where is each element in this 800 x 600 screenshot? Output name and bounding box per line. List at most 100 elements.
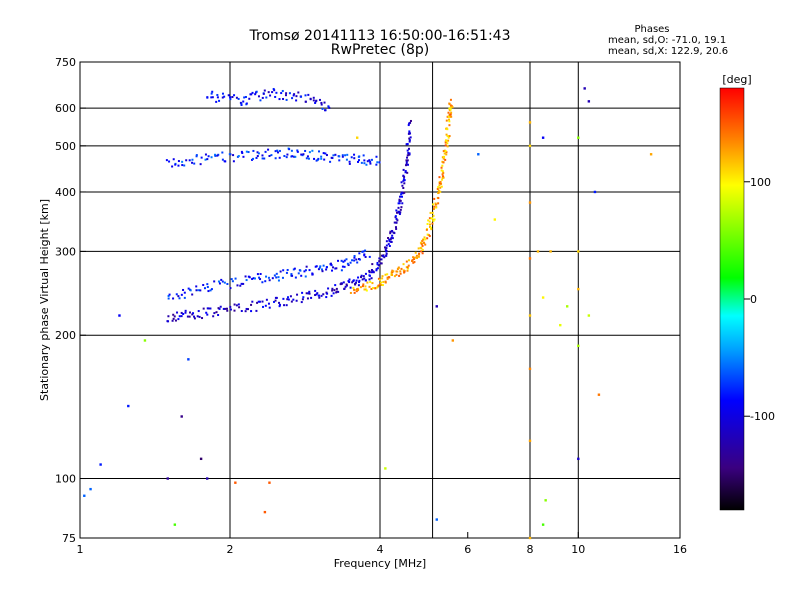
trace-point (167, 297, 170, 300)
trace-point (180, 315, 183, 318)
trace-point (320, 155, 323, 158)
trace-point (264, 304, 267, 307)
trace-point (315, 265, 318, 268)
trace-point (389, 238, 392, 241)
trace-point (341, 154, 344, 157)
trace-point (405, 164, 408, 167)
scatter-point (180, 415, 183, 418)
trace-point (357, 284, 360, 287)
scatter-point (187, 358, 190, 361)
trace-point (366, 160, 369, 163)
trace-point (426, 237, 429, 240)
trace-point (447, 115, 450, 118)
trace-point (334, 284, 337, 287)
scatter-point (549, 250, 552, 253)
trace-point (346, 153, 349, 156)
trace-point (273, 274, 276, 277)
trace-point (181, 164, 184, 167)
trace-point (268, 306, 271, 309)
trace-point (441, 173, 444, 176)
trace-point (217, 314, 220, 317)
trace-point (240, 102, 243, 105)
trace-point (404, 171, 407, 174)
scatter-point (199, 457, 203, 461)
trace-point (214, 153, 217, 156)
trace-point (261, 154, 264, 157)
trace-point (240, 150, 243, 153)
trace-point (186, 315, 189, 318)
trace-point (320, 294, 323, 297)
trace-points (165, 87, 454, 323)
trace-point (294, 155, 297, 158)
trace-point (408, 137, 411, 140)
trace-point (261, 157, 264, 160)
stats-line-x: mean, sd,X: 122.9, 20.6 (608, 46, 728, 57)
trace-point (444, 141, 447, 144)
trace-point (291, 97, 294, 100)
trace-point (423, 236, 426, 239)
trace-point (445, 133, 448, 136)
scatter-point (263, 510, 267, 514)
trace-point (384, 273, 387, 276)
trace-point (320, 157, 323, 160)
scatter-point (536, 250, 540, 253)
trace-point (172, 317, 175, 320)
trace-point (305, 292, 308, 295)
trace-point (384, 248, 387, 251)
y-tick-label: 100 (55, 473, 76, 486)
trace-point (353, 256, 356, 259)
trace-point (369, 162, 372, 165)
trace-point (300, 301, 303, 304)
trace-point (198, 315, 201, 318)
trace-point (432, 219, 435, 222)
trace-point (261, 300, 264, 303)
scatter-point (118, 314, 121, 317)
trace-point (440, 185, 443, 188)
trace-point (368, 255, 371, 258)
trace-point (227, 94, 230, 97)
trace-point (408, 132, 411, 135)
trace-point (233, 94, 236, 97)
trace-point (305, 265, 308, 268)
trace-point (407, 267, 410, 270)
trace-point (403, 182, 406, 185)
trace-point (197, 310, 200, 313)
trace-point (299, 95, 302, 98)
trace-point (387, 243, 390, 246)
trace-point (184, 311, 187, 314)
trace-point (371, 271, 374, 274)
trace-point (381, 275, 384, 278)
scatter-point (143, 339, 147, 342)
trace-point (343, 265, 346, 268)
trace-point (409, 119, 412, 122)
trace-point (250, 303, 253, 306)
trace-point (413, 260, 416, 263)
trace-point (399, 211, 402, 214)
trace-point (330, 156, 333, 159)
trace-point (202, 307, 205, 310)
scatter-point (83, 494, 86, 497)
trace-point (420, 250, 423, 253)
trace-point (319, 265, 322, 268)
trace-point (273, 300, 276, 303)
trace-point (302, 296, 305, 299)
trace-point (361, 285, 364, 288)
trace-point (345, 258, 348, 261)
trace-point (396, 219, 399, 222)
trace-point (280, 92, 283, 95)
trace-point (441, 176, 444, 179)
trace-point (181, 160, 184, 163)
trace-point (378, 260, 381, 263)
trace-point (318, 150, 321, 153)
trace-point (199, 163, 202, 166)
trace-point (275, 296, 278, 299)
trace-point (357, 289, 360, 292)
scatter-point (593, 190, 597, 194)
trace-point (381, 284, 384, 287)
trace-point (362, 154, 365, 157)
trace-point (223, 281, 226, 284)
trace-point (361, 278, 364, 281)
trace-point (438, 190, 441, 193)
trace-point (224, 160, 227, 163)
trace-point (438, 182, 441, 185)
